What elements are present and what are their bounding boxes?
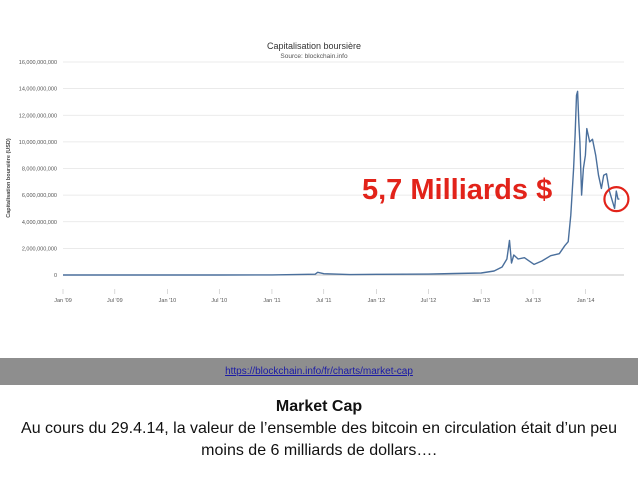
x-axis-ticks: Jan '09 Jul '09 Jan '10 Jul '10 Jan '11 Jul '… — [54, 289, 594, 304]
y-axis-label: Capitalisation boursière (USD) — [6, 138, 12, 218]
chart-svg: Capitalisation boursière Source: blockch… — [6, 41, 630, 304]
caption-text: Au cours du 29.4.14, la valeur de l’ense… — [21, 420, 617, 459]
caption-block: Market Cap Au cours du 29.4.14, la valeu… — [0, 396, 638, 462]
value-callout: 5,7 Milliards $ — [362, 174, 553, 206]
x-tick-label: Jan '09 — [54, 298, 72, 304]
y-tick-label: 16,000,000,000 — [19, 60, 57, 66]
highlight-layer — [603, 186, 630, 213]
series-line-0 — [63, 90, 620, 276]
x-tick-label: Jul '09 — [107, 298, 123, 304]
source-bar: https://blockchain.info/fr/charts/market… — [0, 358, 638, 385]
x-tick-label: Jan '13 — [472, 298, 490, 304]
series-layer — [63, 90, 620, 276]
caption-title: Market Cap — [275, 398, 363, 415]
y-tick-label: 8,000,000,000 — [22, 167, 57, 173]
market-cap-chart: Capitalisation boursière Source: blockch… — [6, 41, 630, 304]
y-tick-label: 0 — [54, 273, 57, 279]
y-axis-ticks: 0 2,000,000,000 4,000,000,000 6,000,000,000… — [19, 60, 57, 279]
x-tick-label: Jul '13 — [525, 298, 541, 304]
y-tick-label: 14,000,000,000 — [19, 87, 57, 93]
x-tick-label: Jan '14 — [577, 298, 595, 304]
y-tick-label: 12,000,000,000 — [19, 113, 57, 119]
y-tick-label: 6,000,000,000 — [22, 193, 57, 199]
y-tick-label: 2,000,000,000 — [22, 246, 57, 252]
x-tick-label: Jul '10 — [211, 298, 227, 304]
x-tick-label: Jan '11 — [263, 298, 280, 304]
gridlines — [63, 61, 624, 276]
chart-subtitle: Source: blockchain.info — [280, 53, 348, 60]
chart-title: Capitalisation boursière — [267, 41, 361, 51]
highlight-circle — [603, 186, 630, 213]
x-tick-label: Jan '12 — [368, 298, 386, 304]
y-tick-label: 10,000,000,000 — [19, 140, 57, 146]
x-tick-label: Jan '10 — [159, 298, 177, 304]
source-link[interactable]: https://blockchain.info/fr/charts/market… — [225, 366, 413, 377]
x-tick-label: Jul '12 — [421, 298, 437, 304]
y-tick-label: 4,000,000,000 — [22, 220, 57, 226]
x-tick-label: Jul '11 — [316, 298, 331, 304]
